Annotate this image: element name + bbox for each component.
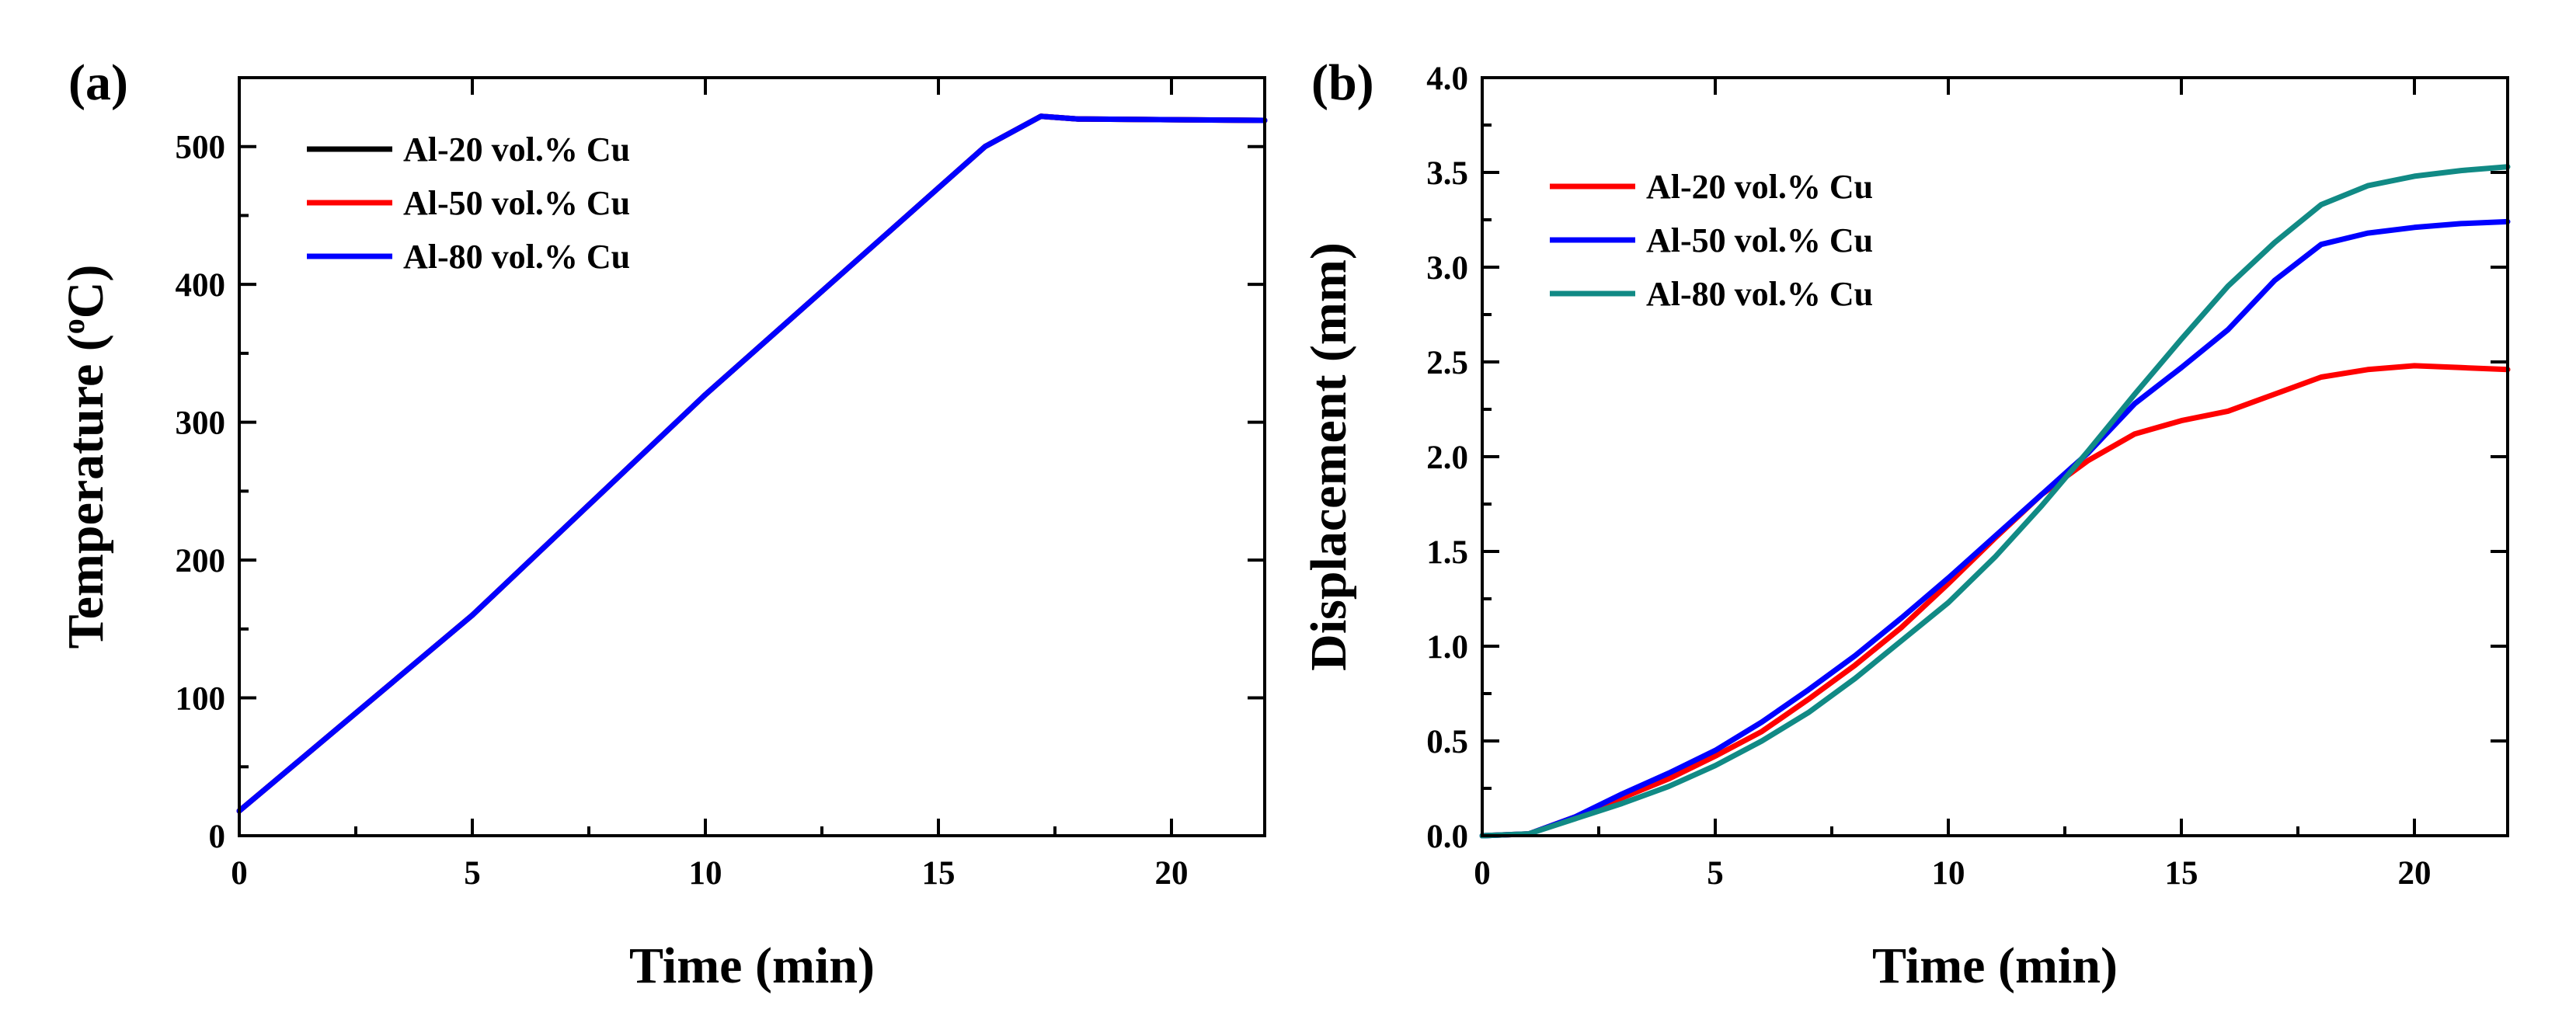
panel-a-legend-label-1: Al-20 vol.% Cu: [403, 130, 630, 169]
panel-a-y-tick-label: 400: [176, 267, 226, 304]
panel-b-y-tick-label: 4.0: [1426, 61, 1468, 97]
panel-b-series-line-3: [1479, 164, 2511, 839]
panel-b-axis-frame: [1481, 76, 2509, 837]
panel-b-y-tick-label: 1.5: [1426, 534, 1468, 571]
panel-a-axis-frame: [238, 76, 1266, 837]
panel-b-legend-label-2: Al-50 vol.% Cu: [1646, 221, 1873, 259]
panel-a-legend-label-3: Al-80 vol.% Cu: [403, 238, 630, 276]
panel-b-x-tick-labels: 0 5 10 15 20: [1474, 855, 2431, 892]
panel-a-legend: Al-20 vol.% Cu Al-50 vol.% Cu Al-80 vol.% …: [307, 130, 630, 276]
panel-a-y-tick-label: 200: [176, 543, 226, 579]
panel-a-x-tick-label: 15: [922, 855, 956, 892]
panel-a-y-axis-title-unit: C): [57, 265, 114, 319]
panel-b-y-tick-label: 2.5: [1426, 345, 1468, 381]
panel-a-x-tick-label: 10: [689, 855, 722, 892]
panel-a-x-tick-labels: 0 5 10 15 20: [231, 855, 1188, 892]
panel-a-y-axis-title: Temperature (oC): [56, 265, 114, 649]
panel-b-y-tick-label: 2.0: [1426, 440, 1468, 476]
panel-b-y-tick-labels: 0.0 0.5 1.0 1.5 2.0 2.5 3.0 3.5 4.0: [1426, 61, 1468, 855]
panel-b-series-line-2: [1479, 218, 2511, 839]
panel-a-series-lines: [236, 113, 1268, 814]
panel-b-y-tick-label: 3.5: [1426, 155, 1468, 192]
panel-b-legend: Al-20 vol.% Cu Al-50 vol.% Cu Al-80 vol.% …: [1550, 168, 1873, 313]
panel-b-y-axis-title: Displacement (mm): [1300, 242, 1357, 671]
panel-a-x-tick-label: 20: [1155, 855, 1189, 892]
panel-b-x-tick-label: 10: [1932, 855, 1965, 892]
panel-b-y-tick-label: 0.0: [1426, 819, 1468, 855]
panel-b-displacement-chart: (b) 0 5 10 15 20 0.0 0.5 1.0 1.5 2.0 2.5 3.0 3.5 4.0…: [1300, 54, 2511, 994]
panel-a-label: (a): [68, 54, 128, 111]
panel-a-legend-label-2: Al-50 vol.% Cu: [403, 184, 630, 222]
panel-b-legend-label-1: Al-20 vol.% Cu: [1646, 168, 1873, 206]
panel-b-y-tick-label: 3.0: [1426, 250, 1468, 287]
panel-b-x-tick-label: 5: [1707, 855, 1724, 892]
panel-a-series-line-3: [236, 113, 1268, 814]
panel-a-y-tick-label: 0: [209, 819, 226, 855]
panel-a-x-tick-label: 0: [231, 855, 248, 892]
panel-a-x-axis-title: Time (min): [629, 937, 875, 994]
panel-a-y-tick-label: 300: [176, 405, 226, 442]
panel-a-y-tick-label: 100: [176, 681, 226, 718]
panel-b-x-axis-title: Time (min): [1872, 937, 2118, 994]
panel-a-x-tick-label: 5: [464, 855, 481, 892]
panel-a-y-tick-labels: 0 100 200 300 400 500: [176, 130, 226, 855]
panel-b-legend-label-3: Al-80 vol.% Cu: [1646, 275, 1873, 313]
panel-a-series-line-1: [236, 113, 1268, 814]
panel-b-x-tick-label: 15: [2165, 855, 2198, 892]
panel-b-label: (b): [1311, 54, 1374, 111]
panel-a-y-tick-label: 500: [176, 130, 226, 166]
panel-b-y-tick-label: 1.0: [1426, 629, 1468, 666]
panel-b-x-tick-label: 0: [1474, 855, 1491, 892]
panel-a-series-line-2: [236, 113, 1268, 814]
panel-b-series-lines: [1479, 164, 2511, 839]
panel-a-ticks: [238, 78, 1265, 837]
panel-a-y-axis-title-superscript: o: [56, 318, 91, 334]
panel-b-series-line-1: [1479, 363, 2511, 839]
panel-a-y-axis-title-main: Temperature (: [57, 334, 114, 649]
panel-b-x-tick-label: 20: [2398, 855, 2432, 892]
panel-a-temperature-chart: (a) 0 5 10 15 20 0 100 200 300 400 500 Time (min)…: [56, 54, 1268, 994]
panel-b-y-tick-label: 0.5: [1426, 724, 1468, 760]
